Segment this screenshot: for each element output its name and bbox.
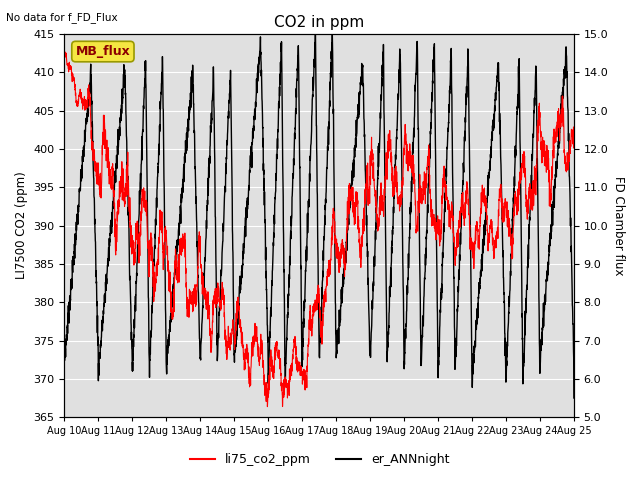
Legend: li75_co2_ppm, er_ANNnight: li75_co2_ppm, er_ANNnight <box>186 448 454 471</box>
Title: CO2 in ppm: CO2 in ppm <box>274 15 364 30</box>
Y-axis label: LI7500 CO2 (ppm): LI7500 CO2 (ppm) <box>15 172 28 279</box>
Y-axis label: FD Chamber flux: FD Chamber flux <box>612 176 625 276</box>
Text: No data for f_FD_Flux: No data for f_FD_Flux <box>6 12 118 23</box>
Text: MB_flux: MB_flux <box>76 45 131 58</box>
